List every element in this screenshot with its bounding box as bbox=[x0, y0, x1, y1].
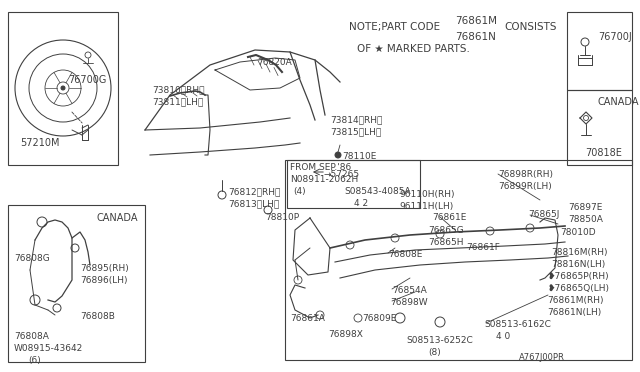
Text: CANADA: CANADA bbox=[598, 97, 639, 107]
Text: 76865J: 76865J bbox=[528, 210, 559, 219]
Text: W08915-43642: W08915-43642 bbox=[14, 344, 83, 353]
Text: 76700G: 76700G bbox=[68, 75, 106, 85]
Text: 70818E: 70818E bbox=[585, 148, 622, 158]
Bar bbox=[287, 160, 420, 208]
Text: (6): (6) bbox=[28, 356, 41, 365]
Text: 73810〈RH〉: 73810〈RH〉 bbox=[152, 85, 205, 94]
Text: 76820A: 76820A bbox=[257, 58, 292, 67]
Text: 96110H(RH): 96110H(RH) bbox=[399, 190, 454, 199]
Bar bbox=[567, 12, 632, 90]
Text: 76898R(RH): 76898R(RH) bbox=[498, 170, 553, 179]
Text: 76861M(RH): 76861M(RH) bbox=[547, 296, 604, 305]
Text: CANADA: CANADA bbox=[97, 213, 138, 223]
Text: 76895(RH): 76895(RH) bbox=[80, 264, 129, 273]
Text: FROM SEP.'86: FROM SEP.'86 bbox=[290, 163, 351, 172]
Text: OF ★ MARKED PARTS.: OF ★ MARKED PARTS. bbox=[357, 44, 470, 54]
Text: 76700J: 76700J bbox=[598, 32, 632, 42]
Text: 76861A: 76861A bbox=[290, 314, 325, 323]
Text: 76865G: 76865G bbox=[428, 226, 464, 235]
Text: 73811〈LH〉: 73811〈LH〉 bbox=[152, 97, 204, 106]
Text: 76813〈LH〉: 76813〈LH〉 bbox=[228, 199, 279, 208]
Text: 76808B: 76808B bbox=[80, 312, 115, 321]
Circle shape bbox=[335, 152, 341, 158]
Bar bbox=[8, 12, 118, 165]
Text: 57210M: 57210M bbox=[20, 138, 60, 148]
Text: 76854A: 76854A bbox=[392, 286, 427, 295]
Text: 76808A: 76808A bbox=[14, 332, 49, 341]
Text: 76897E: 76897E bbox=[568, 203, 602, 212]
Text: 73814〈RH〉: 73814〈RH〉 bbox=[330, 115, 382, 124]
Text: A767J00PR: A767J00PR bbox=[519, 353, 565, 362]
Text: (4): (4) bbox=[293, 187, 306, 196]
Text: 76808G: 76808G bbox=[14, 254, 50, 263]
Text: NOTE;PART CODE: NOTE;PART CODE bbox=[349, 22, 440, 32]
Text: 76861F: 76861F bbox=[466, 243, 500, 252]
Text: 78110E: 78110E bbox=[342, 152, 376, 161]
Text: 78816N(LH): 78816N(LH) bbox=[551, 260, 605, 269]
Text: →57265: →57265 bbox=[324, 170, 360, 179]
Text: 76812〈RH〉: 76812〈RH〉 bbox=[228, 187, 280, 196]
Text: 76899R(LH): 76899R(LH) bbox=[498, 182, 552, 191]
Text: (8): (8) bbox=[428, 348, 441, 357]
Text: CONSISTS: CONSISTS bbox=[504, 22, 557, 32]
Text: 76861N(LH): 76861N(LH) bbox=[547, 308, 601, 317]
Text: 76865H: 76865H bbox=[428, 238, 463, 247]
Text: 76861M: 76861M bbox=[455, 16, 497, 26]
Text: S08543-4085A: S08543-4085A bbox=[344, 187, 411, 196]
Bar bbox=[567, 90, 632, 165]
Text: S08513-6162C: S08513-6162C bbox=[484, 320, 551, 329]
Text: 4 2: 4 2 bbox=[354, 199, 368, 208]
Text: 78850A: 78850A bbox=[568, 215, 603, 224]
Bar bbox=[8, 205, 145, 362]
Text: 76898W: 76898W bbox=[390, 298, 428, 307]
Text: N08911-2062H: N08911-2062H bbox=[290, 175, 358, 184]
Text: 76808E: 76808E bbox=[388, 250, 422, 259]
Text: 78010D: 78010D bbox=[560, 228, 596, 237]
Text: 78816M(RH): 78816M(RH) bbox=[551, 248, 607, 257]
Text: 76861N: 76861N bbox=[455, 32, 496, 42]
Text: 4 0: 4 0 bbox=[496, 332, 510, 341]
Text: 78810P: 78810P bbox=[265, 213, 299, 222]
Text: S08513-6252C: S08513-6252C bbox=[406, 336, 473, 345]
Text: 96111H(LH): 96111H(LH) bbox=[399, 202, 453, 211]
Text: ❥76865P(RH): ❥76865P(RH) bbox=[547, 272, 609, 281]
Text: 76809E: 76809E bbox=[362, 314, 396, 323]
Text: 76898X: 76898X bbox=[328, 330, 363, 339]
Circle shape bbox=[61, 86, 65, 90]
Text: 73815〈LH〉: 73815〈LH〉 bbox=[330, 127, 381, 136]
Text: 76861E: 76861E bbox=[432, 213, 467, 222]
Bar bbox=[285, 160, 632, 360]
Text: ❥76865Q(LH): ❥76865Q(LH) bbox=[547, 284, 609, 293]
Text: 76896(LH): 76896(LH) bbox=[80, 276, 127, 285]
